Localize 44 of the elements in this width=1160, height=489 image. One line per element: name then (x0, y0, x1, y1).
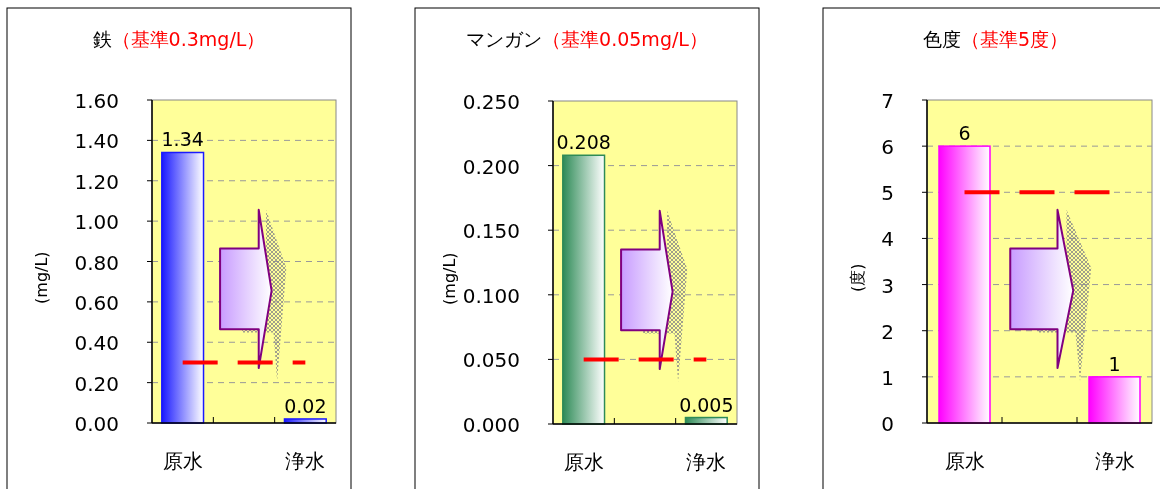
x-tick-label: 原水 (162, 449, 203, 473)
y-tick-label: 2 (881, 319, 894, 344)
y-tick-label: 1.60 (74, 89, 119, 113)
y-tick-label: 0.00 (74, 412, 119, 436)
y-tick-label: 5 (881, 181, 894, 206)
data-label: 1.34 (161, 128, 204, 151)
y-tick-label: 1.20 (74, 169, 119, 194)
y-tick-label: 0.60 (74, 290, 119, 315)
y-axis-title: (mg/L) (32, 251, 51, 304)
y-tick-label: 0 (881, 412, 894, 436)
x-tick-label: 浄水 (686, 450, 727, 474)
y-tick-label: 1.40 (74, 129, 119, 154)
data-label: 0.005 (679, 393, 734, 416)
chart-subtitle: （基準0.3mg/L） (111, 28, 266, 50)
chart-subtitle: （基準5度） (960, 28, 1069, 50)
y-tick-label: 0.40 (74, 331, 119, 356)
data-label: 0.02 (284, 394, 327, 417)
y-axis-title: (度) (848, 263, 867, 292)
x-tick-label: 原水 (944, 449, 985, 473)
chart-subtitle: （基準0.05mg/L） (542, 28, 708, 50)
x-tick-label: 浄水 (1094, 449, 1135, 473)
y-tick-label: 1.00 (74, 210, 119, 235)
data-label: 1 (1108, 352, 1121, 375)
y-tick-label: 4 (881, 227, 894, 252)
y-axis-title: (mg/L) (440, 252, 459, 305)
y-tick-label: 6 (881, 135, 894, 160)
y-tick-label: 0.250 (462, 90, 520, 114)
data-label: 0.208 (556, 131, 611, 154)
chart-title: 色度 (922, 28, 961, 50)
x-tick-label: 原水 (563, 450, 604, 474)
x-tick-label: 浄水 (285, 449, 326, 473)
y-tick-label: 0.150 (462, 219, 520, 244)
y-tick-label: 0.200 (462, 154, 520, 179)
y-tick-label: 0.20 (74, 371, 119, 396)
data-label: 6 (958, 122, 971, 145)
y-tick-label: 0.80 (74, 250, 119, 275)
y-tick-label: 3 (881, 273, 894, 298)
y-tick-label: 1 (881, 365, 894, 390)
chart-title: 鉄 (92, 28, 112, 50)
y-tick-label: 7 (881, 89, 894, 113)
chart-title: マンガン (466, 28, 543, 50)
y-tick-label: 0.100 (462, 283, 520, 308)
y-tick-label: 0.050 (462, 348, 520, 373)
y-tick-label: 0.000 (462, 413, 520, 437)
